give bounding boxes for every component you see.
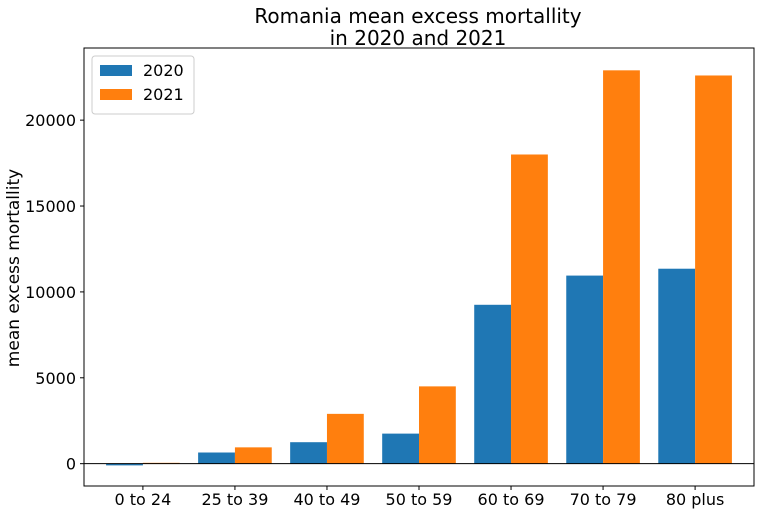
bars-group: [106, 70, 732, 466]
x-tick-label: 70 to 79: [570, 490, 637, 509]
bar-2020-80-plus: [658, 268, 696, 464]
x-tick-label: 60 to 69: [478, 490, 545, 509]
y-axis-ticks: 0 5000 10000 15000 20000: [25, 111, 84, 474]
bar-2021-40-to-49: [326, 413, 364, 464]
bar-2021-25-to-39: [234, 447, 272, 464]
chart-title-line-1: Romania mean excess mortallity: [254, 4, 581, 28]
bar-2020-40-to-49: [290, 442, 327, 464]
legend-swatch-2020: [100, 65, 132, 76]
y-tick-label: 20000: [25, 111, 76, 130]
y-tick-label: 0: [66, 455, 76, 474]
bar-2021-80-plus: [695, 75, 732, 464]
bar-2020-25-to-39: [198, 452, 235, 464]
x-tick-label: 25 to 39: [201, 490, 268, 509]
x-axis-ticks: 0 to 24 25 to 39 40 to 49 50 to 59 60 to 69 7…: [115, 486, 725, 509]
legend: 2020 2021: [91, 55, 195, 115]
legend-swatch-2021: [100, 89, 132, 100]
x-tick-label: 50 to 59: [386, 490, 453, 509]
chart-title-line-2: in 2020 and 2021: [330, 26, 507, 50]
y-tick-label: 5000: [35, 369, 76, 388]
y-tick-label: 10000: [25, 283, 76, 302]
bar-2020-60-to-69: [474, 304, 512, 464]
x-tick-label: 0 to 24: [115, 490, 172, 509]
bar-2020-0-to-24: [106, 463, 143, 466]
bar-2021-60-to-69: [511, 154, 548, 464]
legend-label-2021: 2021: [143, 85, 184, 104]
x-tick-label: 80 plus: [666, 490, 725, 509]
bar-2021-70-to-79: [603, 70, 640, 464]
legend-label-2020: 2020: [143, 61, 184, 80]
y-tick-label: 15000: [25, 197, 76, 216]
bar-2020-70-to-79: [566, 275, 604, 464]
x-tick-label: 40 to 49: [293, 490, 360, 509]
bar-2020-50-to-59: [382, 433, 419, 464]
bar-2021-50-to-59: [419, 386, 456, 464]
y-axis-label: mean excess mortallity: [4, 169, 24, 367]
